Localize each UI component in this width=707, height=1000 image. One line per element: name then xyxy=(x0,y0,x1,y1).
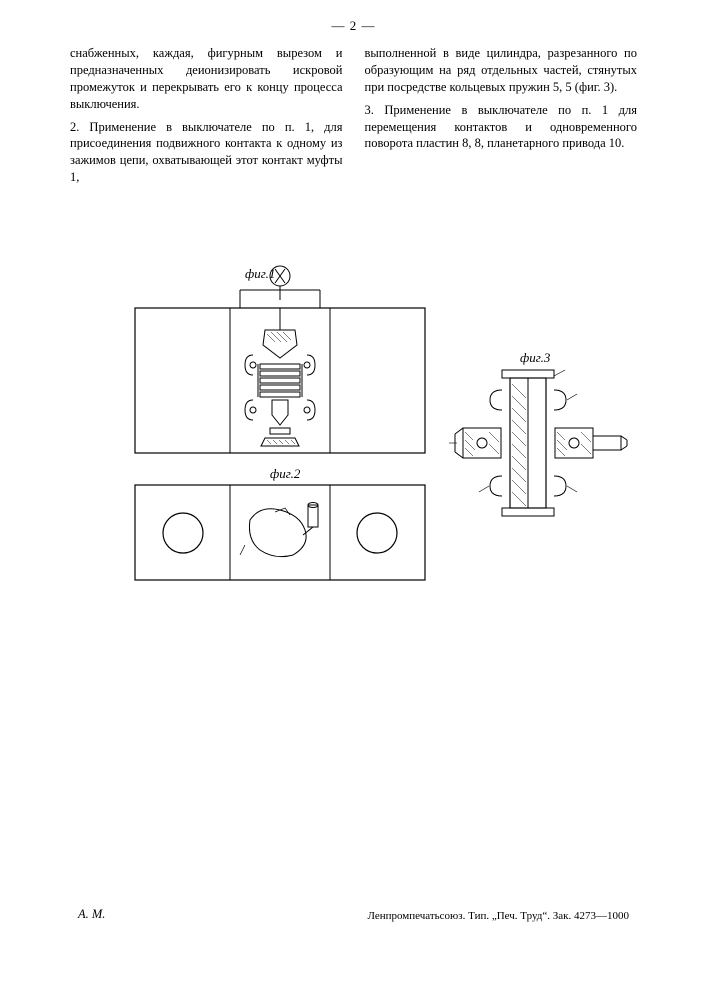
fig2-label: фиг.2 xyxy=(270,466,301,481)
footer-right: Ленпромпечатьсоюз. Тип. „Печ. Труд“. Зак… xyxy=(367,910,629,922)
body-columns: снабженных, каждая, фигурным вырезом и п… xyxy=(70,45,637,192)
page-number: — 2 — xyxy=(0,18,707,34)
footer-left: А. М. xyxy=(78,907,105,922)
right-column: выполненной в виде цилиндра, разрезанног… xyxy=(365,45,638,192)
fig3-label: фиг.3 xyxy=(520,350,551,365)
figure-1: фиг.1 xyxy=(135,266,425,453)
figure-3: фиг.3 xyxy=(449,350,627,516)
paragraph: 2. Применение в выключателе по п. 1, для… xyxy=(70,119,343,187)
left-column: снабженных, каждая, фигурным вырезом и п… xyxy=(70,45,343,192)
paragraph: снабженных, каждая, фигурным вырезом и п… xyxy=(70,45,343,113)
figures-block: фиг.1 xyxy=(75,260,635,630)
paragraph: выполненной в виде цилиндра, разрезанног… xyxy=(365,45,638,96)
paragraph: 3. Применение в выключателе по п. 1 для … xyxy=(365,102,638,153)
figure-2: фиг.2 xyxy=(135,466,425,580)
